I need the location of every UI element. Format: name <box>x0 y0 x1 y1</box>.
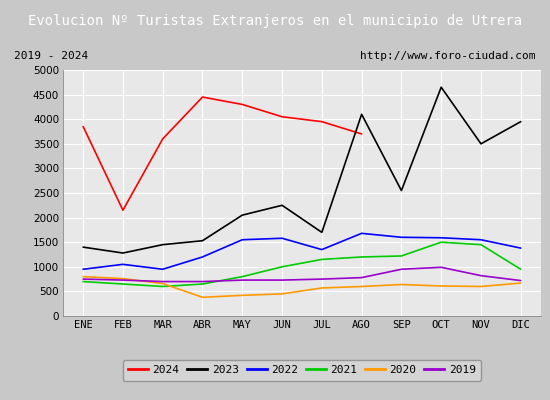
Legend: 2024, 2023, 2022, 2021, 2020, 2019: 2024, 2023, 2022, 2021, 2020, 2019 <box>123 360 481 381</box>
Text: 2019 - 2024: 2019 - 2024 <box>14 51 89 61</box>
Text: http://www.foro-ciudad.com: http://www.foro-ciudad.com <box>360 51 536 61</box>
Text: Evolucion Nº Turistas Extranjeros en el municipio de Utrera: Evolucion Nº Turistas Extranjeros en el … <box>28 14 522 28</box>
